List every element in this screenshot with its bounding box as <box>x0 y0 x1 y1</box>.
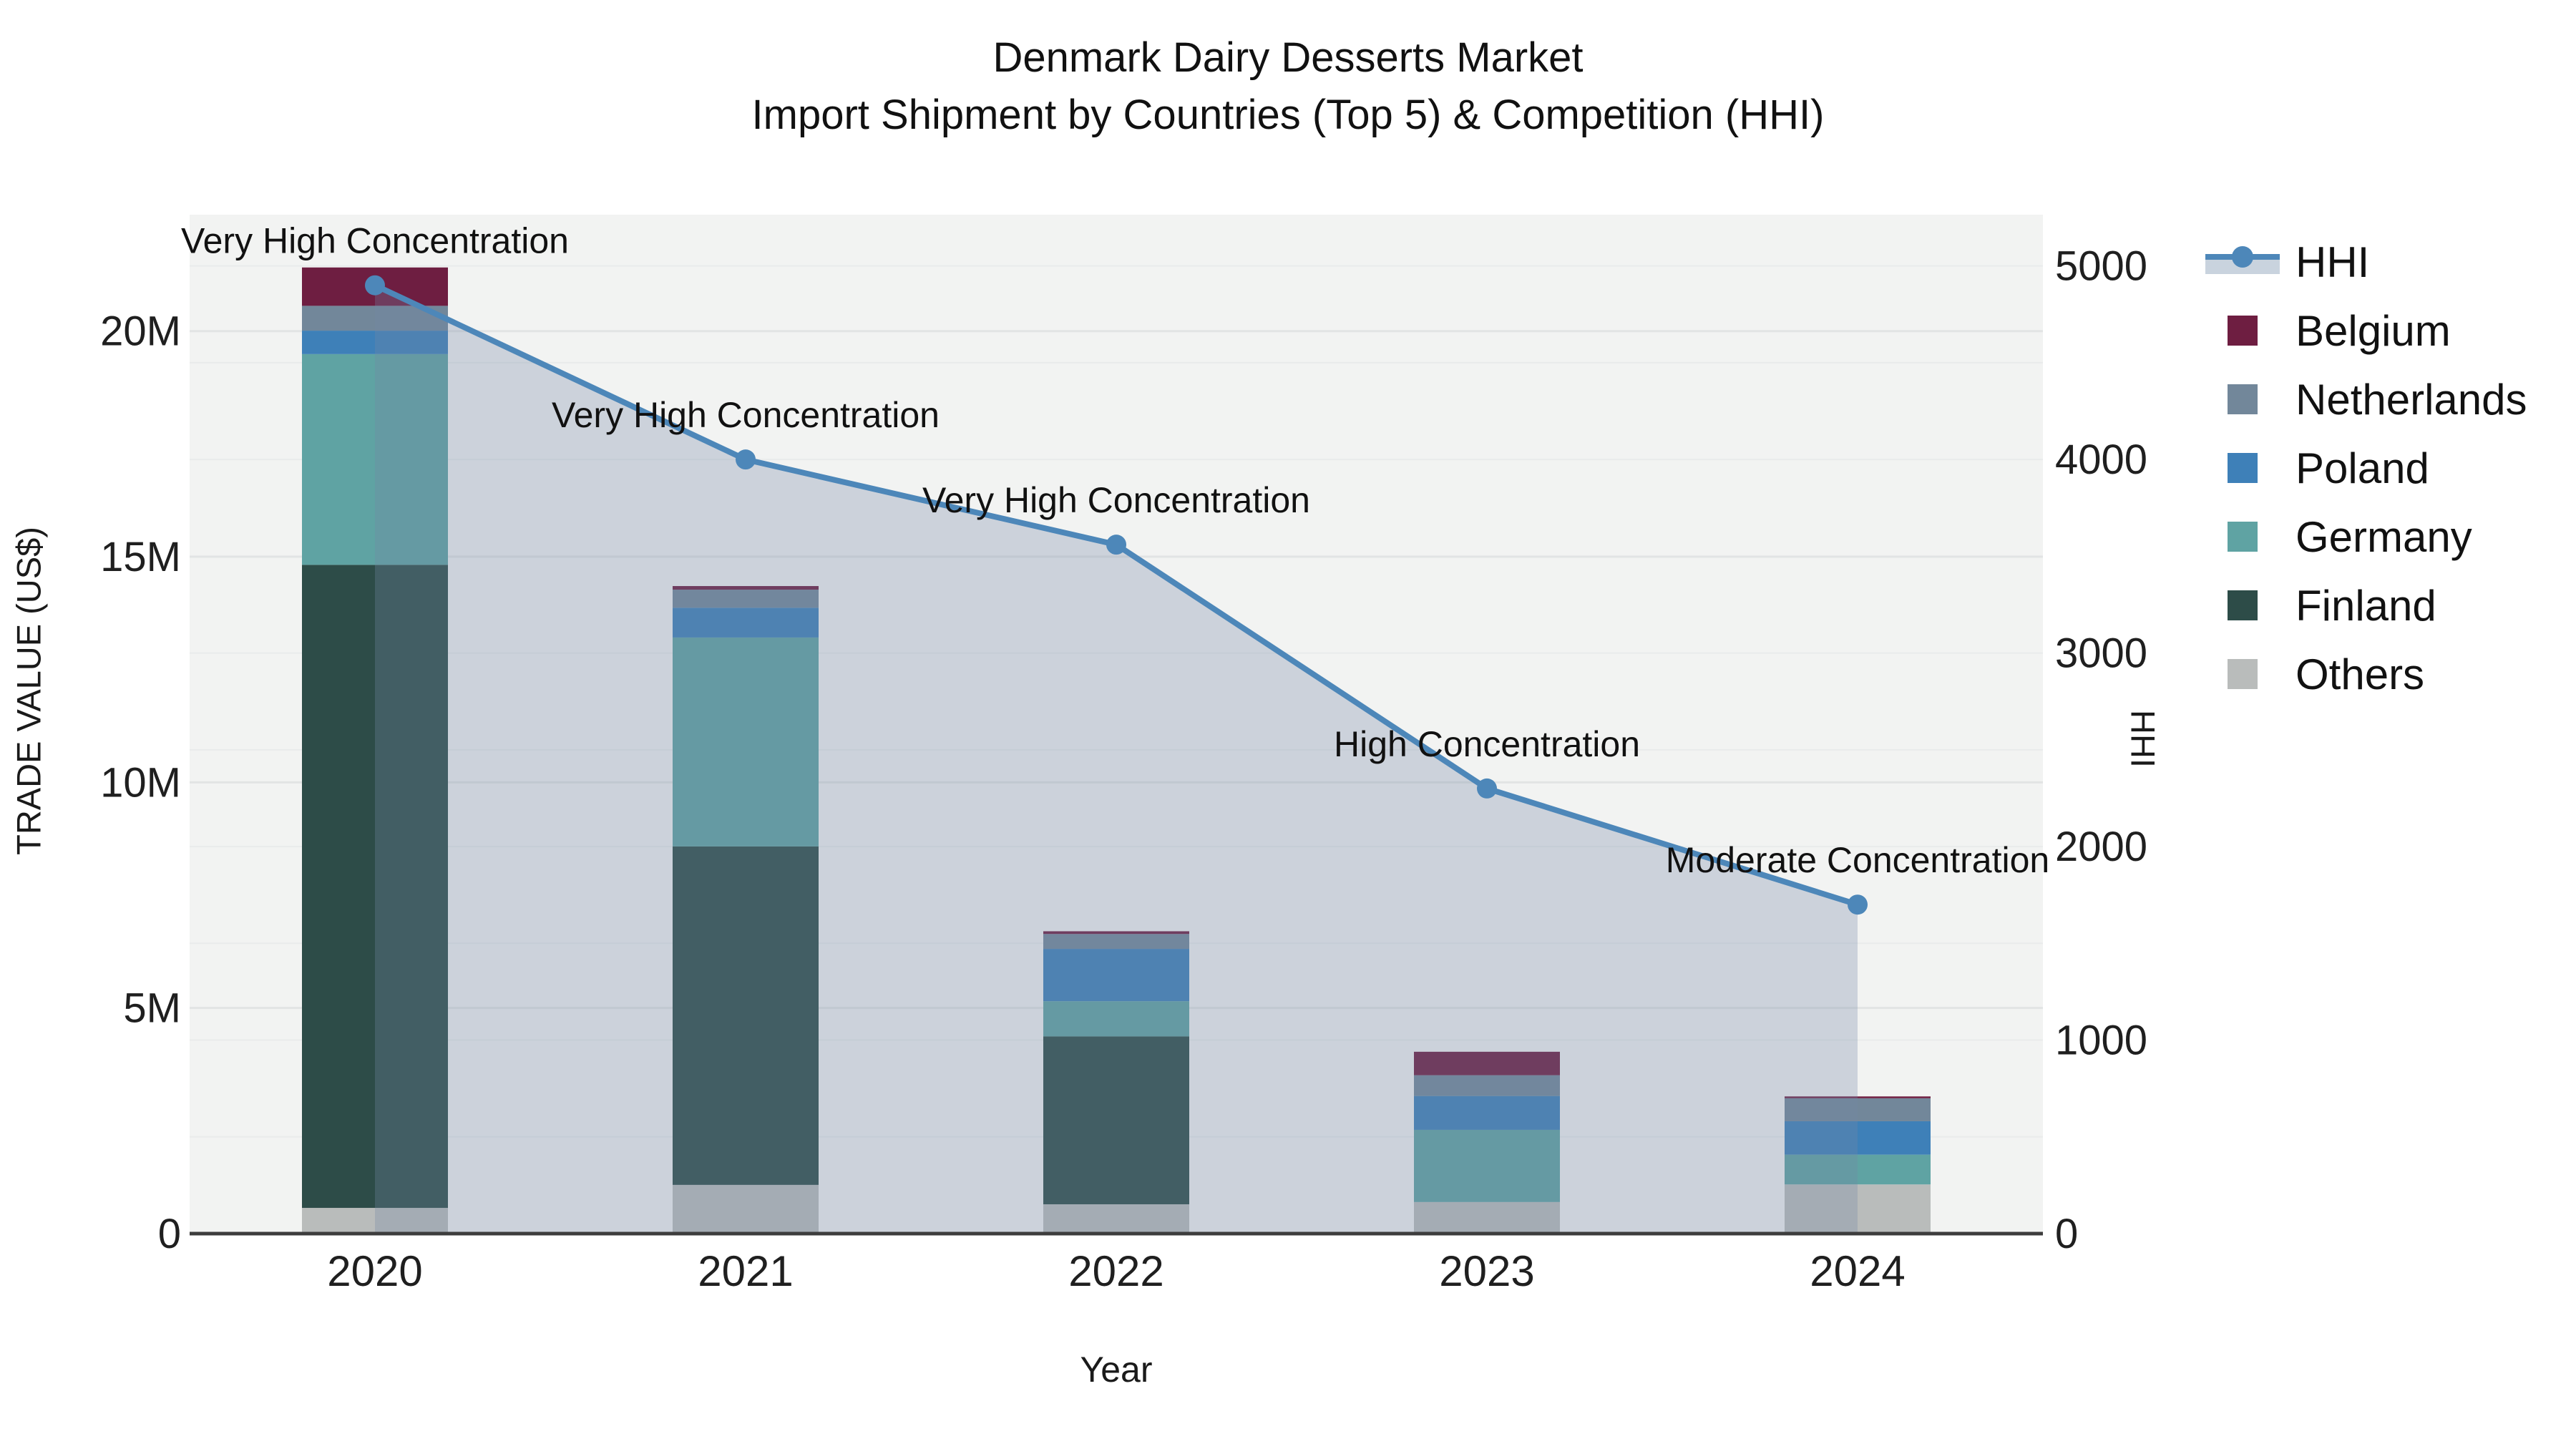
bar-segment-others-2024 <box>1785 1184 1931 1234</box>
y-axis-title-left: TRADE VALUE (US$) <box>9 527 48 855</box>
hhi-area-fill <box>375 285 1858 1234</box>
hhi-marker-2021 <box>736 449 756 470</box>
legend-item-poland[interactable]: Poland <box>2202 434 2527 502</box>
bar-segment-poland-2024 <box>1785 1121 1931 1155</box>
bar-segment-belgium-2022 <box>1043 931 1189 935</box>
hhi-legend-glyph <box>2232 246 2253 268</box>
bar-segment-germany-2021 <box>673 637 819 847</box>
bar-segment-others-2021 <box>673 1184 819 1234</box>
legend-label: Poland <box>2296 444 2429 492</box>
others-swatch-icon <box>2202 659 2283 689</box>
x-tick-label-2023: 2023 <box>1439 1247 1534 1295</box>
hhi-line-icon <box>2202 246 2283 274</box>
bar-segment-belgium-2023 <box>1414 1051 1560 1075</box>
poland-swatch-icon <box>2202 453 2283 483</box>
y-right-tick-label: 3000 <box>2055 630 2147 677</box>
hhi-marker-2020 <box>365 275 385 296</box>
hhi-marker-2023 <box>1477 778 1497 799</box>
bar-segment-netherlands-2021 <box>673 590 819 608</box>
color-swatch-icon <box>2228 659 2258 689</box>
hhi-marker-2024 <box>1848 894 1868 915</box>
legend-item-others[interactable]: Others <box>2202 640 2527 708</box>
y-right-tick-label: 4000 <box>2055 436 2147 483</box>
y-left-tick-label: 20M <box>100 308 181 355</box>
bar-segment-others-2022 <box>1043 1204 1189 1234</box>
bar-segment-germany-2020 <box>302 353 448 565</box>
x-tick-label-2020: 2020 <box>327 1247 422 1295</box>
y-right-tick-label: 1000 <box>2055 1018 2147 1064</box>
y-axis-title-right: HHI <box>2124 710 2162 768</box>
bar-segment-others-2020 <box>302 1208 448 1234</box>
color-swatch-icon <box>2228 316 2258 346</box>
bar-segment-finland-2021 <box>673 846 819 1185</box>
x-tick-label-2021: 2021 <box>698 1247 793 1295</box>
y-left-tick-label: 10M <box>100 759 181 806</box>
bar-segment-poland-2020 <box>302 331 448 354</box>
bar-segment-poland-2022 <box>1043 949 1189 1002</box>
color-swatch-icon <box>2228 453 2258 483</box>
y-left-tick-label: 15M <box>100 534 181 580</box>
legend-label: Netherlands <box>2296 375 2527 424</box>
legend: HHI Belgium Netherlands Poland Germany Finlan… <box>2202 228 2527 708</box>
bar-segment-netherlands-2023 <box>1414 1075 1560 1096</box>
legend-item-hhi[interactable]: HHI <box>2202 228 2527 296</box>
legend-label: Others <box>2296 650 2425 698</box>
bar-segment-finland-2020 <box>302 565 448 1209</box>
bar-segment-poland-2021 <box>673 608 819 638</box>
belgium-swatch-icon <box>2202 316 2283 346</box>
annotation-2020: Very High Concentration <box>181 221 569 261</box>
bar-segment-belgium-2024 <box>1785 1096 1931 1098</box>
germany-swatch-icon <box>2202 522 2283 552</box>
color-swatch-icon <box>2228 590 2258 620</box>
bar-segment-germany-2023 <box>1414 1129 1560 1202</box>
y-right-tick-label: 5000 <box>2055 243 2147 290</box>
legend-item-netherlands[interactable]: Netherlands <box>2202 365 2527 434</box>
color-swatch-icon <box>2228 522 2258 552</box>
bar-segment-germany-2022 <box>1043 1001 1189 1037</box>
hhi-marker-2022 <box>1106 535 1126 555</box>
chart-title: Denmark Dairy Desserts Market <box>992 34 1584 81</box>
y-left-tick-label: 5M <box>123 985 181 1032</box>
x-axis-title: Year <box>1080 1350 1153 1390</box>
bar-segment-germany-2024 <box>1785 1154 1931 1185</box>
bar-segment-finland-2022 <box>1043 1036 1189 1205</box>
legend-item-finland[interactable]: Finland <box>2202 571 2527 640</box>
annotation-2021: Very High Concentration <box>552 395 940 435</box>
legend-label: Belgium <box>2296 306 2451 355</box>
annotation-2023: High Concentration <box>1334 724 1640 764</box>
y-left-tick-label: 0 <box>158 1211 181 1257</box>
bar-segment-others-2023 <box>1414 1201 1560 1234</box>
chart-subtitle: Import Shipment by Countries (Top 5) & C… <box>751 92 1825 138</box>
x-tick-label-2022: 2022 <box>1068 1247 1163 1295</box>
legend-label: Finland <box>2296 581 2436 630</box>
bar-segment-netherlands-2024 <box>1785 1098 1931 1121</box>
netherlands-swatch-icon <box>2202 384 2283 414</box>
finland-swatch-icon <box>2202 590 2283 620</box>
annotation-2024: Moderate Concentration <box>1666 840 2049 880</box>
legend-label: Germany <box>2296 512 2472 561</box>
legend-item-belgium[interactable]: Belgium <box>2202 296 2527 365</box>
annotation-2022: Very High Concentration <box>922 480 1310 520</box>
color-swatch-icon <box>2228 384 2258 414</box>
x-tick-label-2024: 2024 <box>1810 1247 1905 1295</box>
bar-segment-netherlands-2022 <box>1043 934 1189 950</box>
legend-label: HHI <box>2296 238 2370 286</box>
bar-segment-poland-2023 <box>1414 1096 1560 1130</box>
y-right-tick-label: 2000 <box>2055 824 2147 870</box>
bar-segment-belgium-2021 <box>673 586 819 590</box>
legend-item-germany[interactable]: Germany <box>2202 502 2527 571</box>
y-right-tick-label: 0 <box>2055 1211 2078 1257</box>
